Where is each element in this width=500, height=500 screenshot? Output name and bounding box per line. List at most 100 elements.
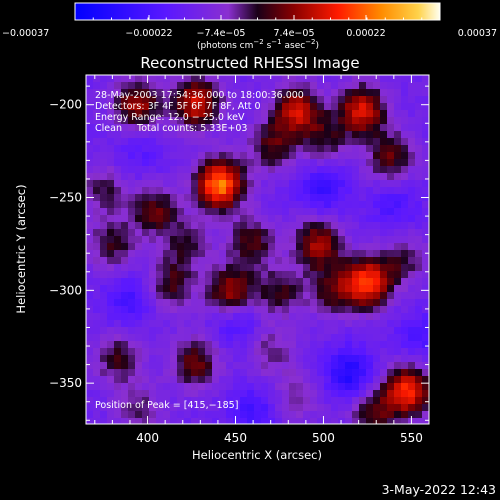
heatmap-cell [100,229,107,236]
heatmap-cell [205,194,212,201]
heatmap-cell [275,138,282,145]
heatmap-cell [317,124,324,131]
heatmap-cell [380,215,387,222]
heatmap-cell [107,285,114,292]
heatmap-cell [261,404,268,411]
heatmap-cell [387,187,394,194]
heatmap-cell [275,75,282,82]
heatmap-cell [345,334,352,341]
heatmap-cell [177,215,184,222]
heatmap-cell [415,194,422,201]
heatmap-cell [247,362,254,369]
heatmap-cell [247,103,254,110]
heatmap-cell [275,264,282,271]
heatmap-cell [289,89,296,96]
heatmap-cell [86,166,93,173]
heatmap-cell [310,75,317,82]
heatmap-cell [198,243,205,250]
heatmap-cell [310,180,317,187]
heatmap-cell [107,110,114,117]
heatmap-cell [317,355,324,362]
heatmap-cell [352,306,359,313]
heatmap-cell [93,355,100,362]
heatmap-cell [240,334,247,341]
heatmap-cell [100,278,107,285]
heatmap-cell [198,138,205,145]
heatmap-cell [275,236,282,243]
heatmap-cell [345,285,352,292]
heatmap-cell [401,138,408,145]
heatmap-cell [401,194,408,201]
heatmap-cell [114,138,121,145]
heatmap-cell [240,320,247,327]
heatmap-cell [317,75,324,82]
heatmap-cell [317,89,324,96]
heatmap-cell [240,278,247,285]
heatmap-cell [338,264,345,271]
heatmap-cell [114,292,121,299]
heatmap-cell [128,96,135,103]
heatmap-cell [310,306,317,313]
heatmap-cell [317,187,324,194]
heatmap-cell [233,369,240,376]
heatmap-cell [380,236,387,243]
heatmap-cell [135,383,142,390]
heatmap-cell [156,411,163,418]
heatmap-cell [366,173,373,180]
heatmap-cell [149,341,156,348]
heatmap-cell [184,418,191,424]
heatmap-cell [93,306,100,313]
heatmap-cell [86,229,93,236]
heatmap-cell [170,271,177,278]
heatmap-cell [184,145,191,152]
heatmap-cell [184,341,191,348]
heatmap-cell [324,110,331,117]
heatmap-cell [170,173,177,180]
heatmap-cell [373,208,380,215]
heatmap-cell [114,173,121,180]
heatmap-cell [135,285,142,292]
heatmap-cell [184,362,191,369]
heatmap-cell [366,96,373,103]
heatmap-cell [324,292,331,299]
heatmap-cell [135,390,142,397]
heatmap-cell [107,96,114,103]
heatmap-cell [247,313,254,320]
heatmap-cell [226,341,233,348]
heatmap-cell [163,334,170,341]
heatmap-cell [352,355,359,362]
y-tick-label: −350 [49,376,82,390]
heatmap-cell [86,236,93,243]
heatmap-cell [268,236,275,243]
heatmap-cell [310,82,317,89]
heatmap-cell [275,271,282,278]
heatmap-cell [275,159,282,166]
heatmap-cell [128,215,135,222]
heatmap-cell [303,117,310,124]
heatmap-cell [219,208,226,215]
heatmap-cell [177,320,184,327]
heatmap-cell [135,159,142,166]
heatmap-cell [324,383,331,390]
heatmap-cell [331,222,338,229]
heatmap-cell [380,327,387,334]
heatmap-cell [317,306,324,313]
heatmap-cell [380,285,387,292]
heatmap-cell [303,271,310,278]
heatmap-cell [247,411,254,418]
heatmap-cell [163,411,170,418]
peak-position-label: Position of Peak = [415,−185] [95,400,238,411]
heatmap-cell [149,299,156,306]
heatmap-cell [198,180,205,187]
heatmap-cell [282,124,289,131]
heatmap-cell [366,152,373,159]
heatmap-cell [93,152,100,159]
heatmap-cell [359,376,366,383]
heatmap-cell [93,299,100,306]
heatmap-cell [401,222,408,229]
heatmap-cell [107,208,114,215]
heatmap-cell [282,96,289,103]
heatmap-cell [380,271,387,278]
heatmap-cell [212,187,219,194]
heatmap-cell [142,110,149,117]
